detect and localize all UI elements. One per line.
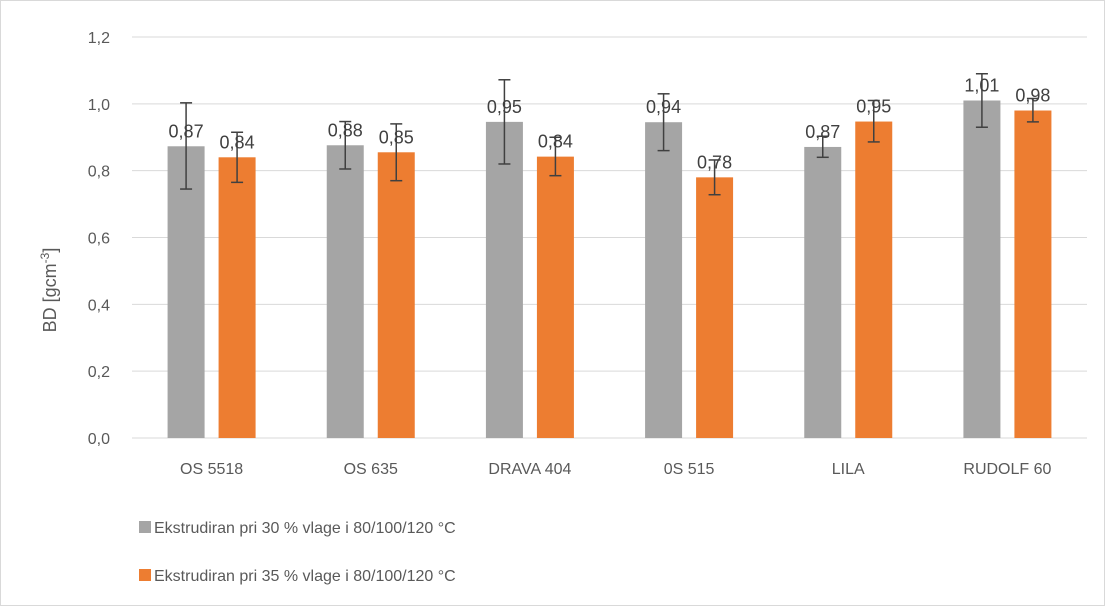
data-label: 0,84	[220, 132, 255, 152]
legend-swatch-series-1	[139, 521, 151, 533]
y-tick-label: 1,0	[88, 97, 110, 114]
x-axis-ticks: OS 5518 OS 635 DRAVA 404 0S 515 LILA RUDOLF 6…	[180, 461, 1052, 478]
data-label: 1,01	[964, 75, 999, 95]
bars	[167, 100, 1052, 439]
data-label: 0,95	[856, 97, 891, 117]
bar-series-2	[218, 157, 256, 439]
y-tick-label: 0,4	[88, 297, 110, 314]
data-label: 0,87	[805, 122, 840, 142]
bar-series-1	[645, 122, 683, 439]
bar-series-1	[326, 145, 364, 438]
bar-series-1	[167, 146, 205, 438]
error-bars	[180, 73, 1039, 196]
data-label: 0,88	[328, 120, 363, 140]
gridlines	[132, 36, 1087, 439]
bar-series-2	[1014, 110, 1052, 439]
y-tick-label: 0,2	[88, 364, 110, 381]
x-tick-label: LILA	[832, 461, 865, 478]
y-tick-label: 1,2	[88, 30, 110, 47]
data-label: 0,94	[646, 97, 681, 117]
x-tick-label: OS 635	[344, 461, 398, 478]
y-axis-ticks: 0,0 0,2 0,4 0,6 0,8 1,0 1,2	[88, 30, 110, 448]
y-tick-label: 0,6	[88, 231, 110, 248]
bar-series-1	[804, 146, 842, 438]
bar-series-1	[963, 100, 1001, 438]
x-tick-label: OS 5518	[180, 461, 243, 478]
data-label: 0,95	[487, 97, 522, 117]
legend-label-series-2: Ekstrudiran pri 35 % vlage i 80/100/120 …	[154, 568, 456, 585]
y-tick-label: 0,8	[88, 164, 110, 181]
legend: Ekstrudiran pri 30 % vlage i 80/100/120 …	[139, 520, 456, 585]
data-label: 0,78	[697, 152, 732, 172]
bar-series-2	[855, 121, 893, 439]
y-axis-label: BD [gcm-3]	[38, 248, 60, 333]
legend-swatch-series-2	[139, 569, 151, 581]
legend-label-series-1: Ekstrudiran pri 30 % vlage i 80/100/120 …	[154, 520, 456, 537]
data-label: 0,85	[379, 127, 414, 147]
y-tick-label: 0,0	[88, 431, 110, 448]
bar-series-2	[377, 152, 415, 438]
x-tick-label: DRAVA 404	[488, 461, 571, 478]
data-label: 0,87	[169, 121, 204, 141]
x-tick-label: 0S 515	[664, 461, 715, 478]
data-label: 0,84	[538, 132, 573, 152]
bar-series-1	[485, 121, 523, 439]
x-tick-label: RUDOLF 60	[963, 461, 1051, 478]
data-label: 0,98	[1015, 86, 1050, 106]
bar-series-2	[536, 156, 574, 439]
bar-series-2	[696, 177, 734, 438]
data-labels: 0,87 0,84 0,88 0,85 0,95 0,84 0,94 0,78 0,87 0,95…	[169, 75, 1051, 172]
